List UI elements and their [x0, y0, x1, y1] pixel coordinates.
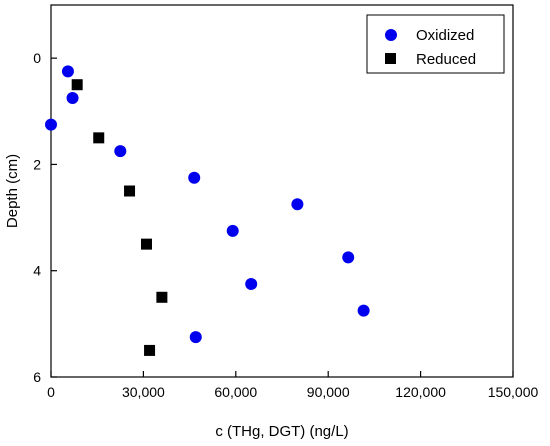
y-axis-ticks: 0 2 4 6: [33, 50, 57, 385]
x-tick-label: 150,000: [488, 384, 539, 400]
legend-label-reduced: Reduced: [416, 51, 476, 68]
x-axis-ticks: 0 30,000 60,000 90,000 120,000 150,000: [47, 371, 539, 400]
point-oxidized: [189, 331, 202, 344]
point-oxidized: [226, 224, 239, 237]
x-axis-label: c (THg, DGT) (ng/L): [215, 423, 348, 440]
point-oxidized: [61, 65, 74, 78]
point-reduced: [93, 132, 105, 144]
x-tick-label: 90,000: [307, 384, 350, 400]
legend-marker-oxidized: [385, 29, 397, 41]
x-tick-label: 30,000: [122, 384, 165, 400]
point-oxidized: [114, 145, 127, 158]
legend-marker-reduced: [385, 53, 396, 64]
legend: Oxidized Reduced: [366, 14, 505, 74]
point-reduced: [156, 291, 168, 303]
point-oxidized: [342, 251, 355, 264]
point-reduced: [144, 344, 156, 356]
data-points: [45, 65, 370, 356]
point-reduced: [71, 79, 83, 91]
point-reduced: [140, 238, 152, 250]
point-oxidized: [45, 118, 57, 131]
y-tick-label: 6: [33, 369, 41, 385]
point-oxidized: [66, 92, 79, 104]
x-tick-label: 60,000: [214, 384, 257, 400]
point-oxidized: [245, 278, 258, 290]
point-reduced: [124, 185, 136, 197]
y-tick-label: 4: [33, 263, 41, 279]
x-tick-label: 0: [47, 384, 55, 400]
point-oxidized: [357, 304, 370, 317]
y-axis-label: Depth (cm): [4, 154, 21, 228]
y-tick-label: 2: [33, 156, 41, 172]
x-tick-label: 120,000: [395, 384, 446, 400]
point-oxidized: [188, 171, 201, 184]
plot-frame: [50, 4, 514, 378]
legend-label-oxidized: Oxidized: [416, 27, 474, 44]
point-oxidized: [291, 198, 304, 211]
y-tick-label: 0: [33, 50, 41, 66]
